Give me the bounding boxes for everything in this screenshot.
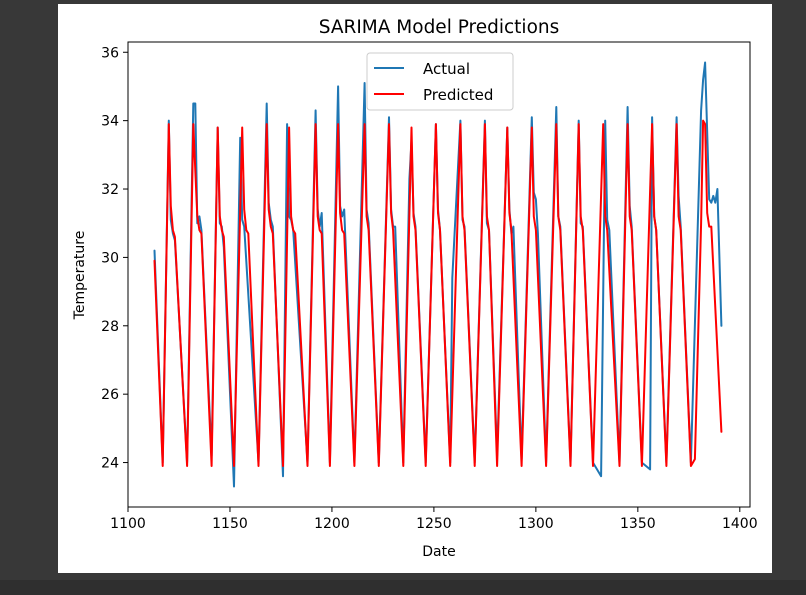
x-tick-label: 1300 bbox=[518, 516, 554, 532]
legend-label-actual: Actual bbox=[423, 60, 470, 78]
x-tick-label: 1200 bbox=[314, 516, 350, 532]
y-tick-label: 28 bbox=[101, 319, 119, 335]
y-tick-label: 34 bbox=[101, 114, 119, 130]
x-tick-label: 1350 bbox=[620, 516, 656, 532]
plot-area-frame bbox=[127, 41, 751, 508]
x-tick-label: 1150 bbox=[212, 516, 248, 532]
y-axis-label: Temperature bbox=[72, 231, 88, 321]
chart-title: SARIMA Model Predictions bbox=[319, 17, 560, 38]
legend-label-predicted: Predicted bbox=[423, 86, 493, 104]
y-tick-label: 24 bbox=[101, 456, 119, 472]
y-tick-label: 36 bbox=[101, 45, 119, 61]
legend: Actual Predicted bbox=[366, 52, 514, 111]
y-tick-label: 26 bbox=[101, 387, 119, 403]
x-tick-label: 1400 bbox=[722, 516, 758, 532]
sarima-chart: SARIMA Model Predictions 1100 1150 1200 125… bbox=[72, 17, 758, 560]
x-tick-label: 1250 bbox=[416, 516, 452, 532]
y-tick-label: 30 bbox=[101, 250, 119, 266]
series-line-predicted bbox=[153, 119, 723, 467]
figure-panel: SARIMA Model Predictions 1100 1150 1200 125… bbox=[58, 4, 772, 573]
y-tick-label: 32 bbox=[101, 182, 119, 198]
x-axis-label: Date bbox=[422, 544, 455, 560]
series-layer bbox=[153, 61, 723, 488]
x-tick-label: 1100 bbox=[110, 516, 146, 532]
bottom-bar bbox=[0, 580, 806, 595]
x-axis: 1100 1150 1200 1250 1300 1350 1400 bbox=[110, 507, 758, 532]
y-axis: 24 26 28 30 32 34 36 bbox=[101, 45, 128, 472]
